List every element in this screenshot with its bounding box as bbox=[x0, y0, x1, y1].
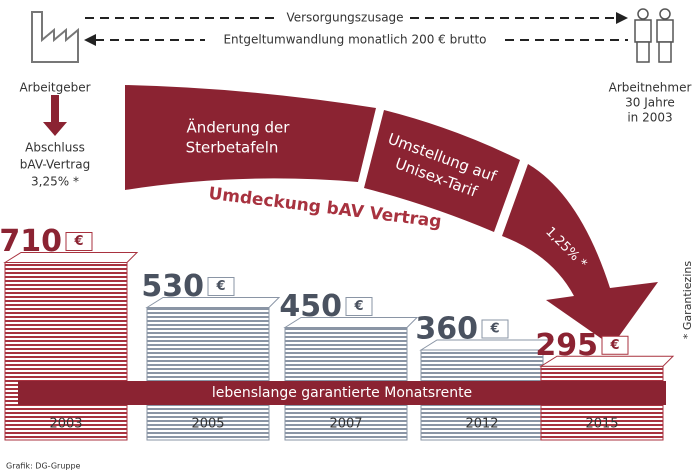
contract-label: Abschluss bbox=[25, 141, 85, 155]
employee-label: in 2003 bbox=[627, 111, 672, 125]
step-label: Änderung der bbox=[187, 118, 291, 137]
arrow-segment bbox=[125, 85, 376, 190]
x-tick-label: 2015 bbox=[585, 417, 618, 432]
value-label: 530 bbox=[141, 269, 204, 304]
value-label: 360 bbox=[415, 312, 478, 347]
infographic: Arbeitgeber Arbeitnehmer 30 Jahre in 200… bbox=[0, 0, 696, 476]
value-label: 450 bbox=[279, 289, 342, 324]
currency-label: € bbox=[353, 299, 363, 314]
banner-label: lebenslange garantierte Monatsrente bbox=[212, 385, 472, 401]
employee-label: Arbeitnehmer bbox=[609, 81, 692, 95]
conversion-label: Entgeltumwandlung monatlich 200 € brutto bbox=[223, 33, 486, 47]
contract-label: 3,25% * bbox=[31, 175, 79, 189]
factory-icon bbox=[32, 12, 78, 62]
step-label: Sterbetafeln bbox=[186, 139, 279, 157]
people-icon bbox=[635, 9, 673, 62]
currency-label: € bbox=[609, 338, 619, 353]
arrow-head bbox=[84, 34, 96, 46]
stack bbox=[5, 263, 127, 441]
x-tick-label: 2007 bbox=[329, 417, 362, 432]
arrow-head bbox=[616, 12, 628, 24]
down-arrow bbox=[43, 95, 67, 136]
currency-label: € bbox=[73, 234, 83, 249]
x-tick-label: 2005 bbox=[191, 417, 224, 432]
employer-label: Arbeitgeber bbox=[19, 81, 90, 95]
guarantee-note: * Garantiezins bbox=[681, 261, 694, 339]
promise-label: Versorgungszusage bbox=[286, 11, 403, 25]
value-label: 295 bbox=[535, 328, 598, 363]
x-tick-label: 2003 bbox=[49, 417, 82, 432]
employee-label: 30 Jahre bbox=[625, 96, 675, 110]
currency-label: € bbox=[489, 322, 499, 337]
x-tick-label: 2012 bbox=[465, 417, 498, 432]
source-label: Grafik: DG-Gruppe bbox=[6, 462, 81, 471]
contract-label: bAV-Vertrag bbox=[20, 158, 90, 172]
value-label: 710 bbox=[0, 224, 62, 259]
currency-label: € bbox=[215, 279, 225, 294]
